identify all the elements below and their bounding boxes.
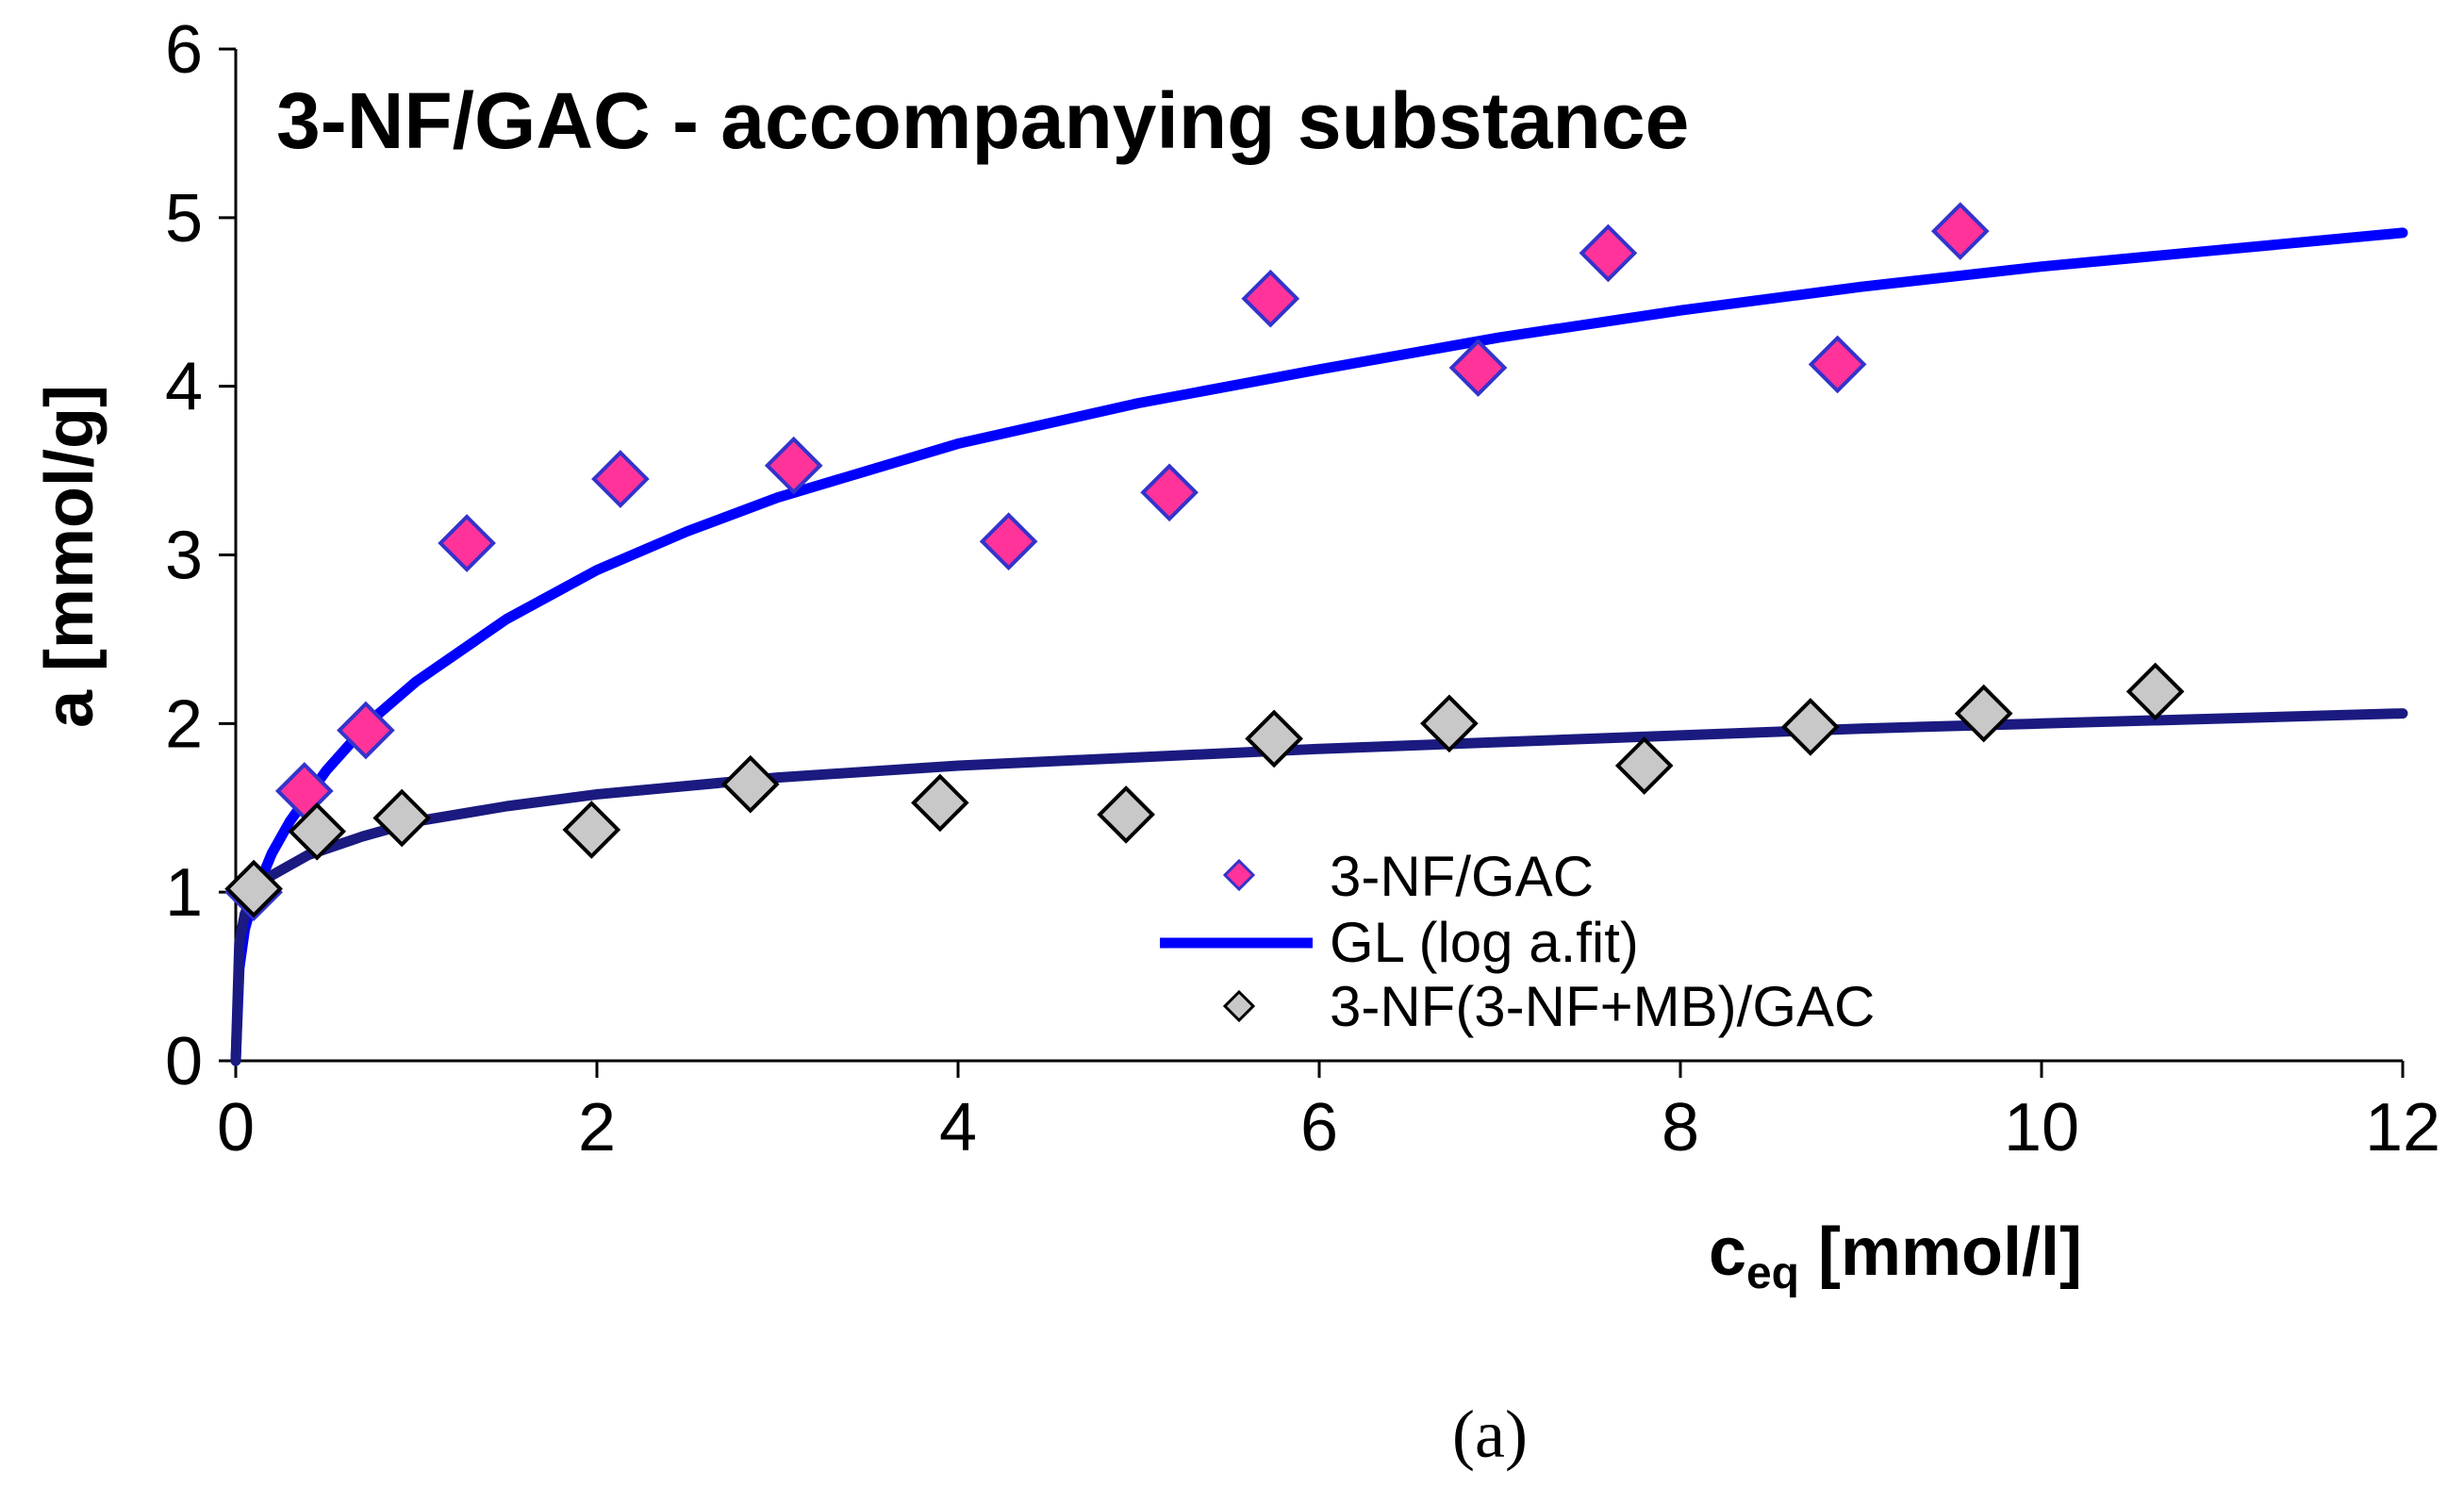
x-axis-title-unit: [mmol/l] <box>1799 1214 2082 1290</box>
legend-marker-3nf-mb-gac <box>1222 989 1256 1023</box>
data-point-series-0 <box>1241 269 1300 328</box>
data-point-series-1 <box>224 859 283 918</box>
y-tick-label: 3 <box>165 519 203 594</box>
data-point-series-1 <box>372 788 432 848</box>
data-point-series-0 <box>438 514 496 572</box>
data-point-series-0 <box>1448 339 1508 397</box>
data-point-series-1 <box>911 773 969 833</box>
y-tick-label: 0 <box>165 1024 203 1099</box>
data-point-series-0 <box>591 450 650 508</box>
x-tick-label: 10 <box>2004 1090 2079 1165</box>
data-point-series-0 <box>1140 463 1199 522</box>
x-tick-label: 2 <box>578 1090 616 1165</box>
x-tick-label: 0 <box>217 1090 255 1165</box>
y-axis-title: a [mmol/g] <box>32 385 107 728</box>
legend-label-gl-fit: GL (log a.fit) <box>1330 911 1639 974</box>
data-point-series-0 <box>1930 202 1990 260</box>
data-point-series-1 <box>1097 785 1155 844</box>
y-tick-label: 6 <box>165 12 203 88</box>
x-axis-title: ceq [mmol/l] <box>1709 1214 2082 1298</box>
y-tick-label: 1 <box>165 855 203 931</box>
data-point-series-1 <box>1420 694 1479 753</box>
x-tick-label: 4 <box>939 1090 977 1165</box>
data-point-series-1 <box>562 801 621 859</box>
x-axis-title-main: c <box>1709 1214 1746 1290</box>
data-markers <box>224 202 2185 922</box>
data-point-series-0 <box>1808 335 1867 394</box>
x-ticks: 0 2 4 6 8 10 12 <box>217 1061 2440 1165</box>
data-point-series-1 <box>288 801 347 861</box>
data-point-series-1 <box>1245 709 1303 768</box>
data-point-series-1 <box>1614 736 1674 795</box>
x-tick-label: 8 <box>1662 1090 1699 1165</box>
legend-label-3nf-gac: 3-NF/GAC <box>1330 845 1594 908</box>
data-point-series-1 <box>720 754 780 814</box>
data-point-series-0 <box>979 512 1038 571</box>
y-ticks: 0 1 2 3 4 5 6 <box>165 12 236 1099</box>
y-tick-label: 5 <box>165 181 203 256</box>
data-point-series-1 <box>2125 662 2185 721</box>
legend-marker-3nf-gac <box>1222 858 1256 892</box>
x-axis-title-subscript: eq <box>1746 1248 1799 1298</box>
figure-caption: (a) <box>1452 1396 1528 1472</box>
chart-title: 3-NF/GAC - accompanying substance <box>276 76 1689 165</box>
x-tick-label: 6 <box>1300 1090 1338 1165</box>
y-tick-label: 4 <box>165 350 203 425</box>
data-point-series-1 <box>1781 698 1840 756</box>
y-tick-label: 2 <box>165 686 203 762</box>
x-tick-label: 12 <box>2365 1090 2440 1165</box>
data-point-series-0 <box>1579 223 1638 283</box>
data-point-series-0 <box>764 436 823 495</box>
data-point-series-1 <box>1954 684 2013 743</box>
legend-label-3nf-mb-gac: 3-NF(3-NF+MB)/GAC <box>1330 975 1875 1038</box>
data-point-series-0 <box>337 701 395 760</box>
legend: 3-NF/GAC GL (log a.fit) 3-NF(3-NF+MB)/GA… <box>1160 845 1875 1038</box>
